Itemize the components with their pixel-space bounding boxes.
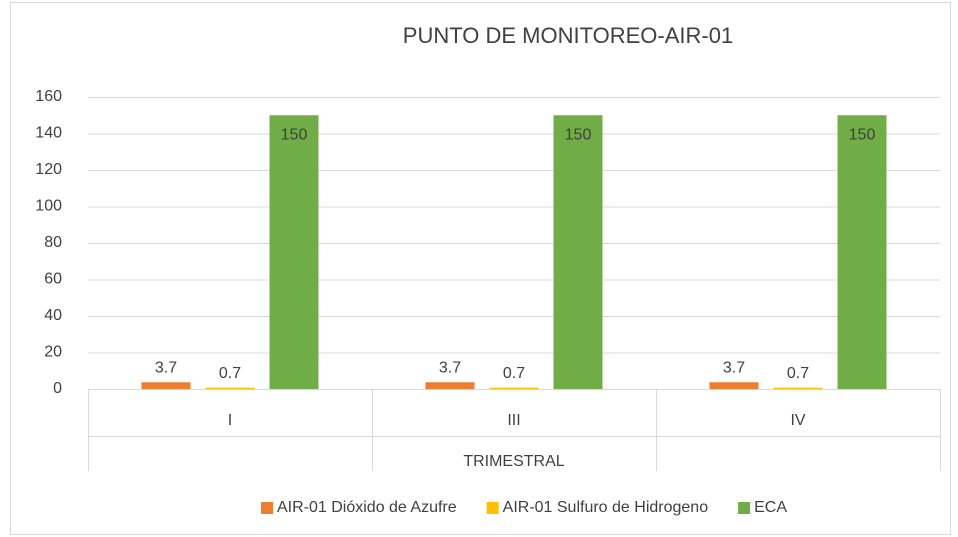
legend-label: AIR-01 Sulfuro de Hidrogeno — [503, 499, 709, 516]
bar — [269, 115, 319, 389]
y-tick-label: 0 — [53, 380, 62, 397]
y-tick-label: 40 — [44, 307, 62, 324]
bar — [205, 387, 255, 389]
bar — [425, 382, 475, 389]
y-tick-label: 100 — [35, 198, 62, 215]
legend-swatch — [486, 502, 499, 514]
x-axis-label: TRIMESTRAL — [463, 453, 564, 470]
y-tick-label: 140 — [35, 125, 62, 142]
data-label: 0.7 — [787, 365, 809, 382]
data-label: 150 — [565, 126, 592, 143]
y-tick-label: 60 — [44, 271, 62, 288]
bar — [837, 115, 887, 389]
data-label: 3.7 — [155, 359, 177, 376]
y-tick-label: 20 — [44, 344, 62, 361]
legend-swatch — [260, 502, 273, 514]
y-tick-label: 120 — [35, 161, 62, 178]
data-label: 3.7 — [723, 359, 745, 376]
legend-label: AIR-01 Dióxido de Azufre — [277, 499, 457, 516]
bar — [489, 387, 539, 389]
data-label: 150 — [281, 126, 308, 143]
x-tick-label: I — [228, 412, 232, 429]
data-label: 150 — [849, 126, 876, 143]
bar — [773, 387, 823, 389]
data-label: 3.7 — [439, 359, 461, 376]
legend-label: ECA — [754, 499, 787, 516]
bar — [709, 382, 759, 389]
data-label: 0.7 — [503, 365, 525, 382]
chart-border — [10, 2, 951, 535]
legend-swatch — [738, 502, 751, 514]
data-label: 0.7 — [219, 365, 241, 382]
chart-title: PUNTO DE MONITOREO-AIR-01 — [403, 23, 733, 48]
x-tick-label: III — [507, 412, 520, 429]
bar — [553, 115, 603, 389]
y-tick-label: 80 — [44, 234, 62, 251]
y-tick-label: 160 — [35, 88, 62, 105]
bar — [141, 382, 191, 389]
x-tick-label: IV — [790, 412, 805, 429]
